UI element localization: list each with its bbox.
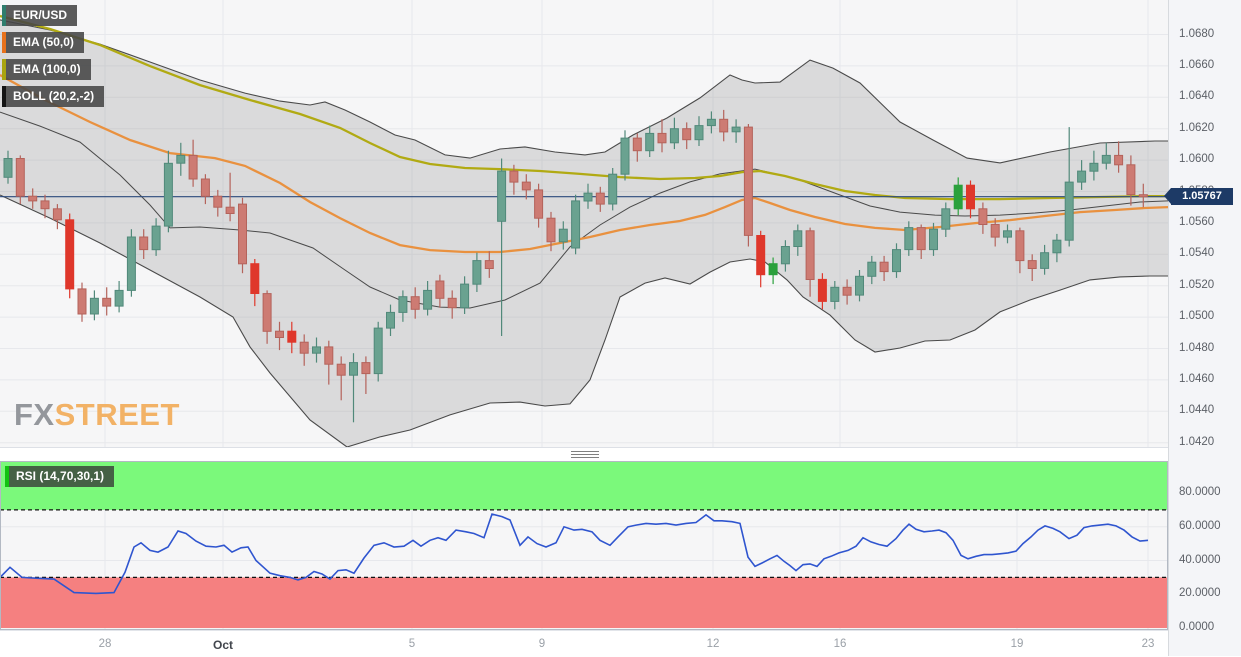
price-tick-label: 1.0540 — [1179, 247, 1215, 260]
price-tick-label: 1.0500 — [1179, 310, 1215, 323]
time-tick-label: 28 — [98, 638, 112, 650]
fxstreet-watermark-logo: FXSTREET — [14, 399, 180, 430]
ema100-line — [0, 14, 1168, 201]
oversold-zone — [0, 577, 1168, 628]
price-tick-label: 1.0680 — [1179, 27, 1215, 40]
price-tick-label: 1.0640 — [1179, 90, 1215, 103]
pane-resize-handle-icon[interactable] — [571, 451, 599, 459]
ema100-legend-badge[interactable]: EMA (100,0) — [2, 59, 91, 80]
price-tick-label: 1.0660 — [1179, 58, 1215, 71]
price-tick-label: 1.0460 — [1179, 372, 1215, 385]
time-tick-label: 9 — [538, 638, 546, 650]
rsi-tick-label: 80.0000 — [1179, 486, 1221, 498]
rsi-legend-badge[interactable]: RSI (14,70,30,1) — [5, 466, 115, 487]
time-tick-label: Oct — [212, 638, 234, 652]
bollinger-legend-badge[interactable]: BOLL (20,2,-2) — [2, 86, 105, 107]
price-tick-label: 1.0600 — [1179, 153, 1215, 166]
price-axis-scale[interactable]: 1.06801.06601.06401.06201.06001.05801.05… — [1168, 0, 1241, 656]
time-tick-label: 5 — [408, 638, 416, 650]
rsi-tick-label: 20.0000 — [1179, 587, 1221, 600]
price-tick-label: 1.0480 — [1179, 341, 1215, 354]
price-tick-label: 1.0420 — [1179, 435, 1215, 448]
rsi-chart-canvas[interactable] — [0, 461, 1168, 630]
ema50-legend-badge[interactable]: EMA (50,0) — [2, 32, 84, 53]
watermark-fx: FX — [14, 397, 55, 432]
grid — [0, 0, 1168, 447]
rsi-line — [0, 513, 1149, 595]
candlestick-series — [3, 109, 1148, 423]
symbol-badge[interactable]: EUR/USD — [2, 5, 78, 26]
time-tick-label: 23 — [1141, 638, 1155, 650]
time-axis-scale[interactable]: 28 Oct 5 9 12 16 19 23 — [0, 630, 1168, 657]
pane-divider — [0, 447, 1168, 462]
price-tick-label: 1.0620 — [1179, 121, 1215, 134]
current-price-badge: 1.05767 — [1164, 188, 1233, 205]
price-tick-label: 1.0440 — [1179, 404, 1215, 417]
rsi-tick-label: 40.0000 — [1179, 553, 1221, 566]
ema50-line — [0, 73, 1168, 254]
overbought-zone — [0, 462, 1168, 510]
price-tick-label: 1.0520 — [1179, 278, 1215, 291]
watermark-street: STREET — [54, 397, 180, 432]
main-price-chart-canvas[interactable] — [0, 0, 1168, 447]
rsi-tick-label: 0.0000 — [1179, 621, 1215, 633]
time-tick-label: 19 — [1010, 638, 1024, 650]
rsi-tick-label: 60.0000 — [1179, 519, 1221, 532]
time-tick-label: 16 — [833, 638, 847, 650]
time-tick-label: 12 — [706, 638, 720, 650]
price-tick-label: 1.0560 — [1179, 215, 1215, 228]
